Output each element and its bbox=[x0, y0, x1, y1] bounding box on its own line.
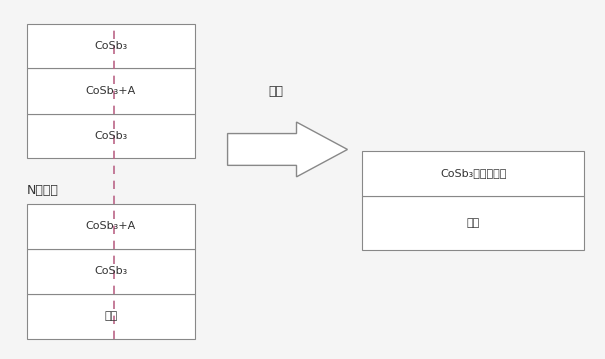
Text: CoSb₃: CoSb₃ bbox=[94, 266, 127, 276]
Bar bbox=[362, 196, 584, 250]
Text: CoSb₃基热电薄膜: CoSb₃基热电薄膜 bbox=[440, 168, 506, 178]
Text: 衬底: 衬底 bbox=[466, 218, 480, 228]
Bar bbox=[27, 68, 195, 114]
Text: 退火: 退火 bbox=[268, 85, 283, 98]
Text: 衬底: 衬底 bbox=[104, 311, 117, 321]
Polygon shape bbox=[227, 122, 347, 177]
Bar bbox=[362, 151, 584, 196]
Bar bbox=[27, 294, 195, 339]
Text: CoSb₃+A: CoSb₃+A bbox=[85, 222, 136, 232]
Bar bbox=[27, 114, 195, 158]
Text: CoSb₃+A: CoSb₃+A bbox=[85, 86, 136, 96]
Bar bbox=[27, 24, 195, 68]
Text: CoSb₃: CoSb₃ bbox=[94, 41, 127, 51]
Bar bbox=[27, 204, 195, 248]
Bar bbox=[27, 248, 195, 294]
Text: N个周期: N个周期 bbox=[27, 183, 59, 197]
Text: CoSb₃: CoSb₃ bbox=[94, 131, 127, 141]
